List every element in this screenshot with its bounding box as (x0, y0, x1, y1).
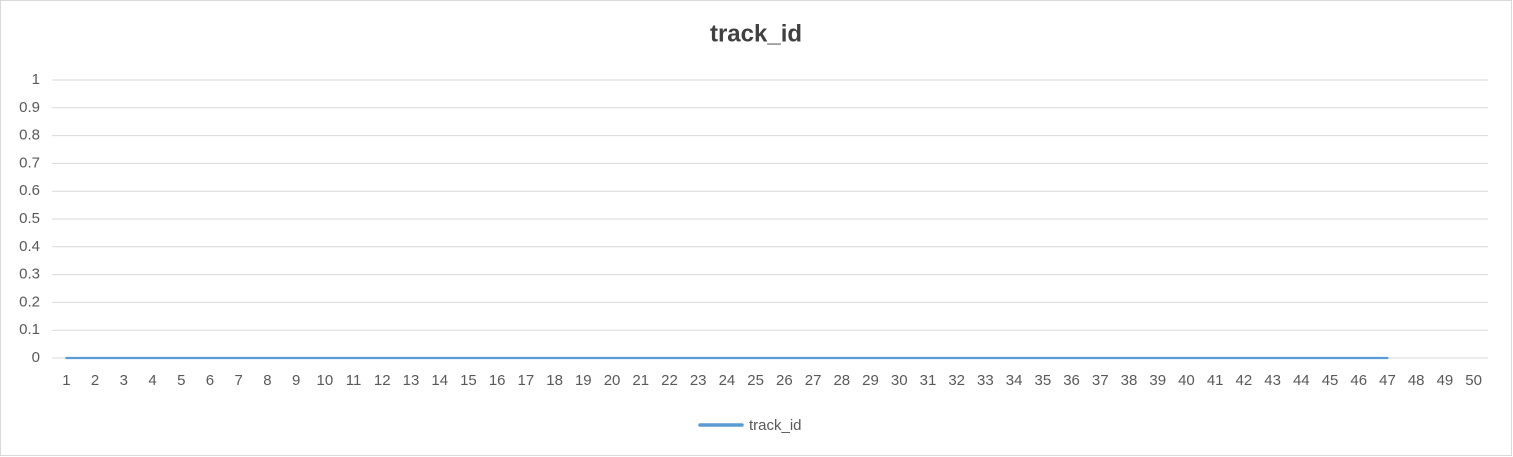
x-tick-label: 32 (948, 372, 965, 389)
x-tick-label: 46 (1350, 372, 1367, 389)
y-tick-label: 0.5 (19, 210, 40, 227)
x-tick-label: 35 (1034, 372, 1051, 389)
x-tick-label: 29 (862, 372, 879, 389)
x-tick-label: 19 (575, 372, 592, 389)
legend-label: track_id (749, 417, 802, 434)
x-tick-label: 22 (661, 372, 678, 389)
x-tick-label: 33 (977, 372, 994, 389)
y-tick-label: 0.7 (19, 154, 40, 171)
x-tick-label: 23 (690, 372, 707, 389)
x-tick-label: 25 (747, 372, 764, 389)
x-tick-label: 18 (546, 372, 563, 389)
x-tick-label: 10 (316, 372, 333, 389)
x-tick-label: 31 (920, 372, 937, 389)
x-tick-label: 1 (62, 372, 70, 389)
y-tick-label: 0.4 (19, 238, 40, 255)
y-tick-label: 0 (32, 349, 40, 366)
x-tick-label: 39 (1149, 372, 1166, 389)
x-tick-label: 38 (1121, 372, 1138, 389)
x-tick-label: 24 (719, 372, 736, 389)
y-tick-label: 0.2 (19, 293, 40, 310)
chart-title: track_id (710, 20, 802, 47)
x-tick-label: 9 (292, 372, 300, 389)
x-tick-label: 37 (1092, 372, 1109, 389)
x-tick-label: 5 (177, 372, 185, 389)
x-tick-label: 4 (148, 372, 156, 389)
x-tick-label: 48 (1408, 372, 1425, 389)
x-tick-label: 28 (833, 372, 850, 389)
x-tick-label: 12 (374, 372, 391, 389)
x-tick-label: 3 (120, 372, 128, 389)
x-tick-label: 13 (403, 372, 420, 389)
x-tick-label: 20 (604, 372, 621, 389)
x-tick-label: 40 (1178, 372, 1195, 389)
x-tick-label: 30 (891, 372, 908, 389)
y-tick-label: 0.6 (19, 182, 40, 199)
x-tick-label: 49 (1437, 372, 1454, 389)
x-tick-label: 11 (346, 372, 362, 389)
x-tick-label: 14 (431, 372, 448, 389)
x-tick-label: 43 (1264, 372, 1281, 389)
y-tick-label: 0.1 (19, 321, 40, 338)
x-tick-label: 17 (518, 372, 535, 389)
x-tick-label: 34 (1006, 372, 1023, 389)
x-tick-label: 26 (776, 372, 793, 389)
x-tick-label: 21 (632, 372, 649, 389)
x-tick-label: 36 (1063, 372, 1080, 389)
x-tick-label: 44 (1293, 372, 1310, 389)
x-tick-label: 50 (1465, 372, 1482, 389)
x-tick-label: 7 (235, 372, 243, 389)
x-tick-label: 6 (206, 372, 214, 389)
y-tick-label: 0.8 (19, 127, 40, 144)
x-tick-label: 27 (805, 372, 822, 389)
x-tick-label: 41 (1207, 372, 1224, 389)
y-tick-label: 0.3 (19, 266, 40, 283)
x-tick-label: 45 (1322, 372, 1339, 389)
y-tick-label: 0.9 (19, 99, 40, 116)
x-tick-label: 2 (91, 372, 99, 389)
x-tick-label: 47 (1379, 372, 1396, 389)
x-tick-label: 15 (460, 372, 477, 389)
x-tick-label: 16 (489, 372, 506, 389)
y-tick-label: 1 (32, 71, 40, 88)
x-tick-label: 42 (1236, 372, 1253, 389)
x-tick-label: 8 (263, 372, 271, 389)
